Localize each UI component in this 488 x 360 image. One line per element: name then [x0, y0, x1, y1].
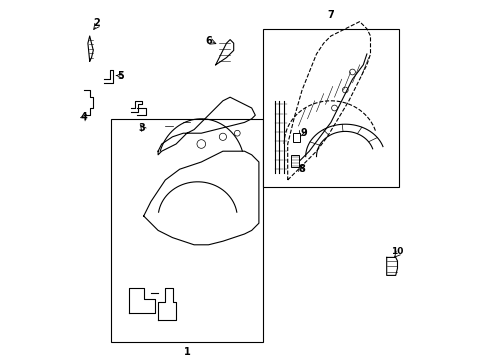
- Bar: [111, 119, 262, 342]
- Text: 3: 3: [138, 123, 145, 133]
- Bar: [292, 133, 299, 142]
- Text: 5: 5: [117, 71, 123, 81]
- Polygon shape: [104, 70, 113, 83]
- Text: 1: 1: [183, 347, 190, 357]
- Text: 10: 10: [390, 248, 403, 256]
- Text: 6: 6: [204, 36, 211, 46]
- Bar: [262, 29, 399, 187]
- Text: 4: 4: [81, 112, 87, 122]
- Text: 8: 8: [298, 164, 305, 174]
- Text: 9: 9: [300, 128, 306, 138]
- Bar: [291, 155, 299, 167]
- Text: 7: 7: [327, 10, 334, 20]
- Text: 2: 2: [93, 18, 100, 28]
